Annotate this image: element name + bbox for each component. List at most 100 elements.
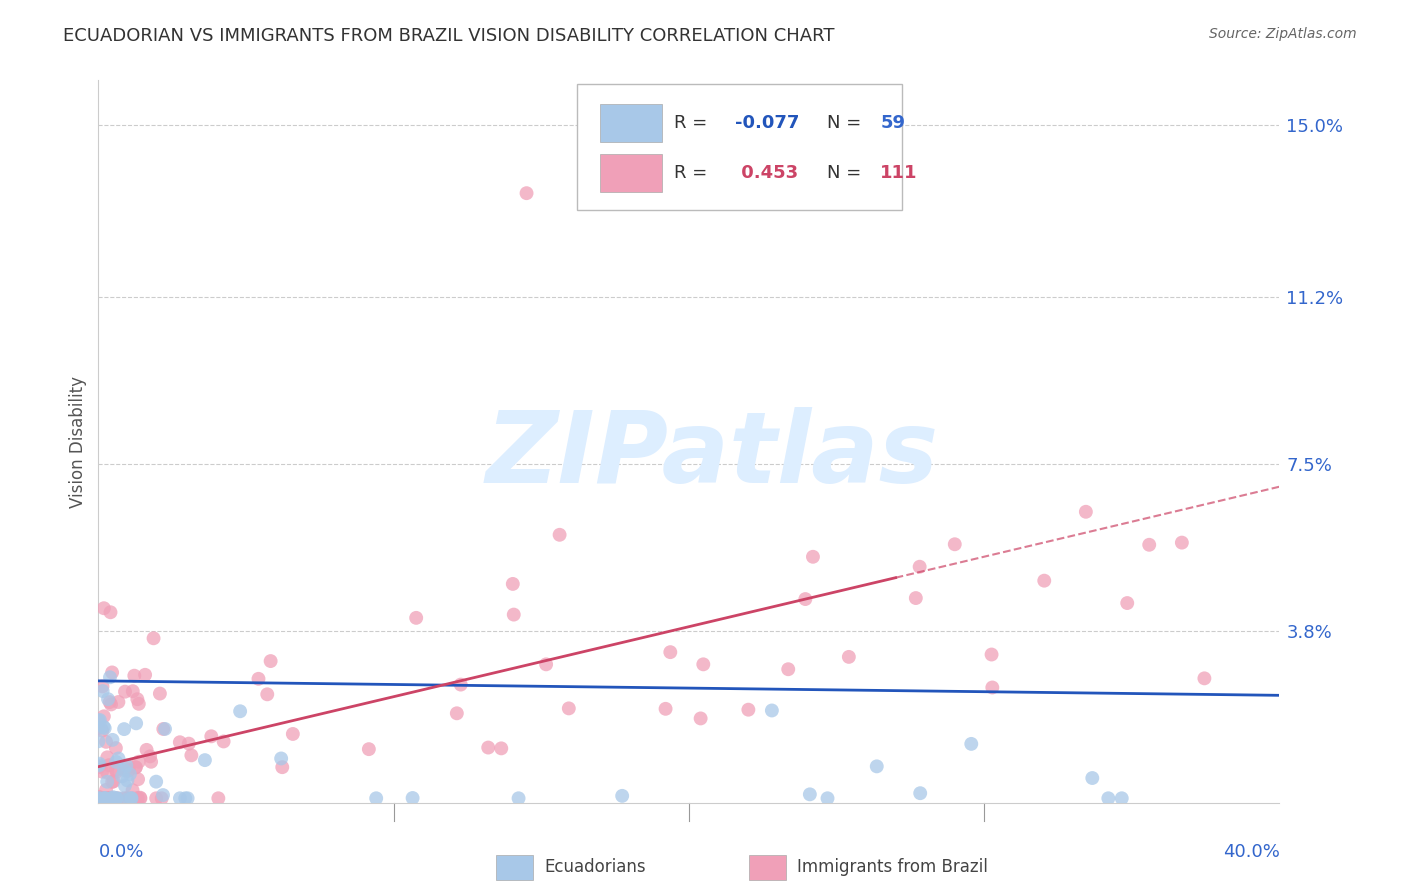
Point — [125, 760, 148, 774]
Point — [100, 791, 122, 805]
Point — [101, 665, 124, 680]
Point — [247, 672, 270, 686]
Point — [838, 649, 860, 664]
Point — [124, 668, 146, 682]
Point — [200, 729, 222, 743]
FancyBboxPatch shape — [576, 84, 901, 211]
Text: -0.077: -0.077 — [735, 114, 800, 132]
Point — [98, 758, 121, 772]
Point — [778, 662, 800, 676]
Text: 111: 111 — [880, 164, 918, 182]
Point — [91, 723, 114, 738]
Point — [117, 759, 139, 773]
Point — [128, 755, 150, 769]
Point — [89, 756, 111, 771]
Text: R =: R = — [673, 114, 707, 132]
Point — [96, 791, 118, 805]
Point — [110, 791, 132, 805]
Point — [98, 695, 121, 709]
Point — [87, 734, 110, 748]
Point — [118, 767, 141, 781]
Point — [139, 755, 162, 769]
Point — [761, 703, 783, 717]
Point — [101, 732, 124, 747]
Text: ZIPatlas: ZIPatlas — [486, 408, 939, 505]
Point — [401, 791, 423, 805]
Point — [259, 654, 281, 668]
Point — [1111, 791, 1133, 805]
Point — [145, 791, 167, 805]
Point — [114, 684, 136, 698]
Point — [534, 657, 557, 672]
Point — [101, 790, 124, 805]
Point — [169, 735, 191, 749]
Point — [87, 760, 110, 774]
Point — [117, 764, 139, 778]
Point — [1097, 791, 1119, 805]
Point — [271, 760, 294, 774]
Point — [980, 648, 1002, 662]
Point — [176, 791, 198, 805]
Point — [107, 695, 129, 709]
Point — [87, 789, 110, 804]
Point — [111, 769, 134, 783]
Point — [1116, 596, 1139, 610]
Point — [93, 709, 115, 723]
Point — [94, 783, 117, 797]
Point — [87, 721, 110, 735]
Point — [908, 786, 931, 800]
Point — [866, 759, 889, 773]
Point — [112, 791, 135, 805]
Point — [98, 791, 121, 805]
Point — [96, 765, 118, 780]
Point — [129, 790, 152, 805]
Point — [357, 742, 380, 756]
Point — [135, 743, 157, 757]
Point — [87, 791, 110, 805]
Point — [659, 645, 682, 659]
Point — [134, 668, 156, 682]
Point — [105, 791, 128, 805]
Point — [93, 791, 115, 805]
Point — [112, 722, 135, 736]
Point — [87, 791, 110, 805]
Point — [127, 772, 149, 787]
Point — [256, 687, 278, 701]
Point — [91, 791, 114, 805]
Point — [93, 791, 115, 805]
Point — [89, 791, 111, 805]
Point — [121, 783, 143, 797]
Point — [97, 692, 120, 706]
Point — [174, 791, 197, 805]
Point — [105, 764, 128, 779]
Text: N =: N = — [827, 164, 862, 182]
Point — [114, 779, 136, 793]
Point — [229, 704, 252, 718]
Point — [450, 677, 472, 691]
Point — [194, 753, 217, 767]
Point — [93, 791, 115, 805]
Point — [491, 741, 513, 756]
Point — [145, 774, 167, 789]
Point — [120, 791, 142, 805]
Point — [118, 763, 141, 777]
Point — [121, 791, 143, 805]
Text: Source: ZipAtlas.com: Source: ZipAtlas.com — [1209, 27, 1357, 41]
Point — [98, 791, 121, 805]
Point — [169, 791, 191, 805]
Point — [104, 763, 127, 777]
Point — [149, 687, 172, 701]
Point — [91, 764, 114, 779]
Point — [87, 791, 110, 805]
Point — [115, 791, 138, 805]
Text: 0.453: 0.453 — [735, 164, 799, 182]
Point — [98, 791, 121, 805]
Point — [152, 788, 174, 802]
Point — [96, 774, 118, 789]
Text: Ecuadorians: Ecuadorians — [544, 858, 645, 876]
Point — [103, 774, 125, 789]
Point — [799, 788, 821, 802]
Point — [101, 775, 124, 789]
Point — [1137, 538, 1160, 552]
Point — [981, 681, 1004, 695]
